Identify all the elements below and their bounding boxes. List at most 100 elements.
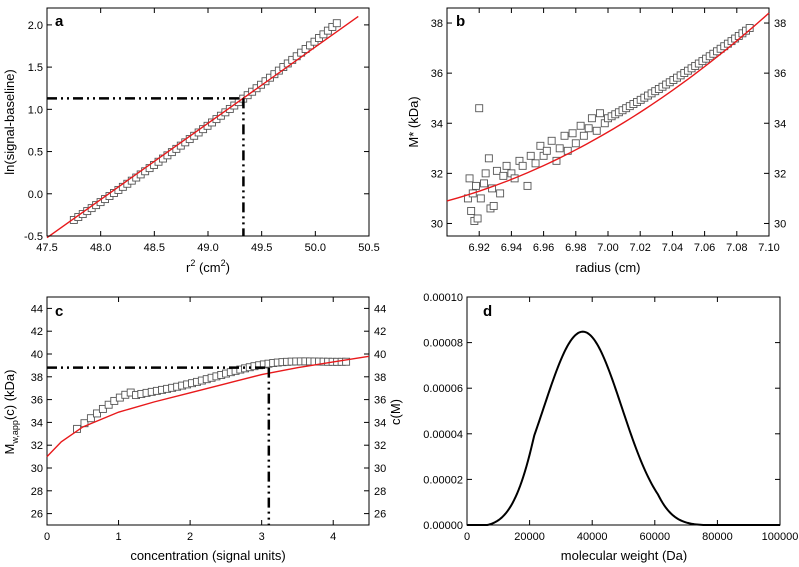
data-point [473,214,482,223]
y-tick-label: 1.0 [28,104,43,116]
y-tick-label-right: 30 [774,218,786,230]
marks-b [446,12,770,225]
data-point [592,126,601,135]
y-tick-label-right: 26 [374,509,386,521]
y-tick-label-right: 38 [774,18,786,30]
panel-d: 0 20000 40000 60000 80000 100000 0.00000 0.0000… [388,292,798,563]
y-tick-label: 26 [31,509,43,521]
x-axis-label-b: radius (cm) [575,260,640,275]
x-tick-label: 20000 [514,531,545,543]
data-point [518,161,527,170]
x-tick-label: 48.0 [90,242,111,254]
y-tick-label: 34 [31,417,43,429]
x-tick-label: 7.10 [758,242,779,254]
data-point [542,146,551,155]
x-tick-label: 7.06 [694,242,715,254]
x-tick-label: 0 [464,531,470,543]
y-tick-label: 34 [431,118,443,130]
x-tick-label: 49.0 [197,242,218,254]
y-tick-label: 0.00008 [423,338,463,350]
x-tick-label: 4 [330,531,336,543]
x-tick-label: 60000 [640,531,671,543]
x-tick-label: 100000 [762,531,799,543]
y-tick-label: 36 [31,395,43,407]
data-point [342,357,351,366]
fit-curve [46,355,370,458]
data-point [555,144,564,153]
y-tick-label: 42 [31,326,43,338]
y-axis-label-a: ln(signal-baseline) [2,69,17,175]
data-point [502,161,511,170]
x-tick-label: 0 [44,531,50,543]
data-point [465,174,474,183]
data-point [579,131,588,140]
ticks-b: 6.92 6.94 6.96 6.98 7.00 7.02 7.04 7.06 7.08 7.10… [431,8,786,254]
panel-letter-a: a [55,13,64,30]
marks-d [467,330,780,526]
data-point [499,171,508,180]
x-tick-label: 80000 [702,531,733,543]
data-point [745,24,754,32]
distribution-curve [467,330,780,526]
y-tick-label-right: 34 [774,118,786,130]
data-point [475,104,484,113]
x-tick-label: 50.5 [358,242,379,254]
y-axis-label-b: M* (kDa) [406,96,421,147]
data-point [489,201,498,210]
x-axis-label-d: molecular weight (Da) [561,548,687,563]
data-point [496,189,505,198]
y-tick-label: 1.5 [28,62,43,74]
y-tick-label-right: 36 [374,395,386,407]
y-axis-label-c: Mw,app(c) (kDa) [2,370,20,455]
x-tick-label: 47.5 [36,242,57,254]
data-point [560,131,569,140]
data-point [467,206,476,215]
x-tick-label: 1 [115,531,121,543]
data-point [571,139,580,148]
ticks-a: 47.5 48.0 48.5 49.0 49.5 50.0 50.5 -0.5 0.0 0.5 1.… [24,8,380,254]
data-point [596,109,604,118]
y-tick-label: 36 [431,68,443,80]
y-tick-label-right: 28 [374,486,386,498]
panel-a: 47.5 48.0 48.5 49.0 49.5 50.0 50.5 -0.5 0.0 0.5 1.… [2,7,380,275]
y-tick-label: 0.00004 [423,429,463,441]
data-point [480,179,488,188]
y-tick-label: -0.5 [24,231,43,243]
data-point [531,159,540,168]
y-tick-label-right: 38 [374,372,386,384]
y-tick-label-right: 34 [374,417,386,429]
y-tick-label: 40 [31,349,43,361]
marks-c [46,355,370,525]
y-tick-label-right: 32 [374,440,386,452]
x-axis-label-a: r2 (cm2) [186,258,230,275]
panel-letter-b: b [456,13,465,30]
y-tick-label: 44 [31,303,43,315]
y-tick-label-right: 44 [374,303,386,315]
x-tick-label: 2 [187,531,193,543]
panel-letter-d: d [483,303,492,320]
x-tick-label: 49.5 [251,242,272,254]
data-point [536,141,545,150]
y-tick-label: 38 [31,372,43,384]
x-tick-label: 6.98 [565,242,586,254]
plot-frame-c [46,296,370,526]
y-tick-label: 0.00010 [423,292,463,304]
x-tick-label: 3 [259,531,265,543]
data-point [587,114,596,123]
fit-curve [446,12,770,202]
y-tick-label: 32 [431,168,443,180]
y-tick-label: 32 [31,440,43,452]
marks-a [46,15,359,239]
data-point [476,194,485,203]
y-tick-label: 0.00006 [423,383,463,395]
y-tick-label: 28 [31,486,43,498]
y-tick-label-right: 42 [374,326,386,338]
data-point [472,181,480,190]
panel-b: 6.92 6.94 6.96 6.98 7.00 7.02 7.04 7.06 7.08 7.10… [406,7,786,275]
data-point [98,404,107,413]
data-point [481,169,490,178]
data-point [526,151,535,160]
x-tick-label: 7.00 [597,242,618,254]
